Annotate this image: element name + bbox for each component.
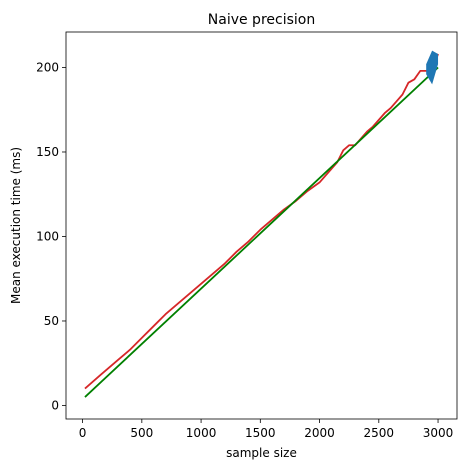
y-axis-label: Mean execution time (ms) (9, 147, 23, 304)
series-band-2 (426, 50, 439, 85)
y-tick-label: 0 (51, 398, 59, 412)
series-line-0 (84, 53, 439, 390)
x-tick-label: 2500 (364, 426, 395, 440)
x-tick-label: 2000 (304, 426, 335, 440)
x-tick-label: 500 (130, 426, 153, 440)
series-line-1 (84, 66, 439, 398)
plot-area (84, 50, 439, 398)
x-tick-label: 1500 (245, 426, 276, 440)
x-axis-label: sample size (226, 446, 297, 460)
y-tick-label: 200 (36, 60, 59, 74)
x-tick-label: 3000 (423, 426, 454, 440)
chart-title: Naive precision (208, 12, 315, 28)
y-tick-label: 100 (36, 229, 59, 243)
x-tick-label: 0 (79, 426, 87, 440)
y-tick-label: 150 (36, 145, 59, 159)
plot-frame (65, 31, 458, 420)
axis-ticks: 0 500 1000 1500 2000 2500 3000 0 50 100 150 200 (36, 60, 453, 440)
x-tick-label: 1000 (186, 426, 217, 440)
y-tick-label: 50 (44, 314, 59, 328)
